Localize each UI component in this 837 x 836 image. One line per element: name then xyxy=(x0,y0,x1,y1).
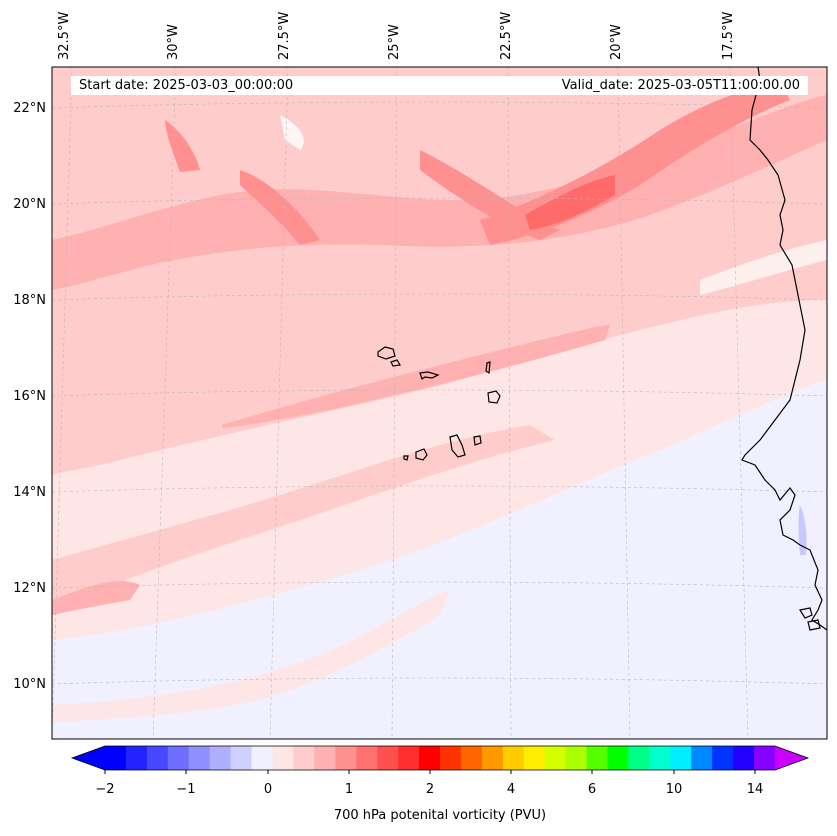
colorbar-tick-label: −1 xyxy=(176,782,195,797)
lat-label: 10°N xyxy=(13,677,46,692)
lat-label: 14°N xyxy=(13,485,46,500)
colorbar-tick-label: 14 xyxy=(747,782,764,797)
pv-field xyxy=(52,67,827,739)
colorbar-swatch xyxy=(167,746,190,770)
colorbar-swatch xyxy=(188,746,211,770)
colorbar-tick-label: 10 xyxy=(666,782,683,797)
pv-negative-blob xyxy=(798,505,807,555)
colorbar-swatch xyxy=(565,746,588,770)
colorbar-swatch xyxy=(335,746,357,770)
colorbar-swatch xyxy=(272,746,294,770)
colorbar-extend-low xyxy=(72,746,105,770)
cape-verde-santiago xyxy=(449,434,466,458)
colorbar-tick-label: 6 xyxy=(588,782,596,797)
colorbar-swatch xyxy=(146,746,169,770)
lon-label: 30°W xyxy=(166,24,181,60)
colorbar-tick-label: 2 xyxy=(426,782,434,797)
colorbar-extend-high xyxy=(775,746,808,770)
colorbar xyxy=(70,745,810,774)
lat-label: 12°N xyxy=(13,581,46,596)
colorbar-swatch xyxy=(209,746,232,770)
colorbar-swatch xyxy=(105,746,127,770)
pv-medium-streak-west xyxy=(52,320,245,372)
colorbar-swatch xyxy=(440,746,462,770)
pv-pale-streak-east xyxy=(700,240,827,295)
cape-verde-sao-vicente xyxy=(390,359,401,367)
colorbar-swatch xyxy=(607,746,629,770)
pv-pale-band-south xyxy=(52,590,450,722)
colorbar-tick-label: 1 xyxy=(345,782,353,797)
cape-verde-santo-antao xyxy=(377,346,396,360)
cape-verde-brava xyxy=(403,455,409,461)
graticule xyxy=(52,67,827,739)
lon-label: 22.5°W xyxy=(499,12,514,60)
lat-label: 22°N xyxy=(13,101,46,116)
colorbar-swatch xyxy=(544,746,567,770)
cape-verde-fogo xyxy=(415,448,428,461)
colorbar-title: 700 hPa potenital vorticity (PVU) xyxy=(333,808,547,823)
longitude-labels: 32.5°W 30°W 27.5°W 25°W 22.5°W 20°W 17.5… xyxy=(57,12,736,60)
colorbar-swatch xyxy=(691,746,713,770)
colorbar-swatch xyxy=(733,746,755,770)
pv-negative-area xyxy=(52,380,827,739)
colorbar-swatch xyxy=(586,746,608,770)
colorbar-swatch xyxy=(628,746,650,770)
cape-verde-maio xyxy=(473,435,482,446)
cape-verde-sao-nicolau xyxy=(419,371,440,380)
lat-label: 16°N xyxy=(13,389,46,404)
colorbar-swatch xyxy=(649,746,671,770)
lat-label: 18°N xyxy=(13,293,46,308)
colorbar-swatch xyxy=(356,746,378,770)
start-date-label: Start date: 2025-03-03_00:00:00 xyxy=(79,78,294,93)
colorbar-tick-label: −2 xyxy=(95,782,114,797)
lon-label: 20°W xyxy=(609,24,624,60)
lon-label: 25°W xyxy=(387,24,402,60)
lon-label: 17.5°W xyxy=(721,12,736,60)
colorbar-swatch xyxy=(125,746,148,770)
pv-stronger-streak-1 xyxy=(240,170,320,245)
latitude-labels: 22°N 20°N 18°N 16°N 14°N 12°N 10°N xyxy=(13,101,46,692)
pv-strong-streak-central xyxy=(222,325,610,428)
valid-date-label: Valid_date: 2025-03-05T11:00:00.00 xyxy=(561,78,800,93)
cape-verde-sal xyxy=(485,361,491,375)
colorbar-swatch xyxy=(754,746,776,770)
lon-label: 32.5°W xyxy=(57,12,72,60)
pv-medium-band-south xyxy=(52,425,555,610)
map-frame xyxy=(51,66,828,740)
colorbar-swatch xyxy=(712,746,734,770)
pv-strong-blob-southwest xyxy=(52,580,140,615)
cape-verde-boa-vista xyxy=(487,390,501,404)
colorbar-tick-label: 0 xyxy=(264,782,272,797)
colorbar-swatch xyxy=(419,746,441,770)
colorbar-swatch xyxy=(377,746,399,770)
bissagos-islands xyxy=(799,607,821,631)
pv-peak-streak xyxy=(525,175,615,230)
colorbar-swatch xyxy=(314,746,336,770)
colorbar-swatch xyxy=(230,746,253,770)
lat-label: 20°N xyxy=(13,197,46,212)
colorbar-swatch xyxy=(251,746,273,770)
colorbar-swatch xyxy=(460,746,483,770)
colorbar-swatch xyxy=(481,746,504,770)
lon-label: 27.5°W xyxy=(277,12,292,60)
coastline xyxy=(377,67,827,631)
colorbar-ticks: −2 −1 0 1 2 4 6 10 14 xyxy=(95,782,763,797)
pv-strong-band-north xyxy=(52,95,827,290)
colorbar-swatch xyxy=(293,746,315,770)
colorbar-swatch xyxy=(670,746,692,770)
header-box xyxy=(71,76,808,95)
colorbar-tick-label: 4 xyxy=(507,782,515,797)
colorbar-swatch xyxy=(523,746,546,770)
colorbar-swatch xyxy=(398,746,420,770)
pv-white-patch xyxy=(280,115,304,150)
colorbar-swatch xyxy=(502,746,525,770)
africa-coast xyxy=(741,67,827,631)
